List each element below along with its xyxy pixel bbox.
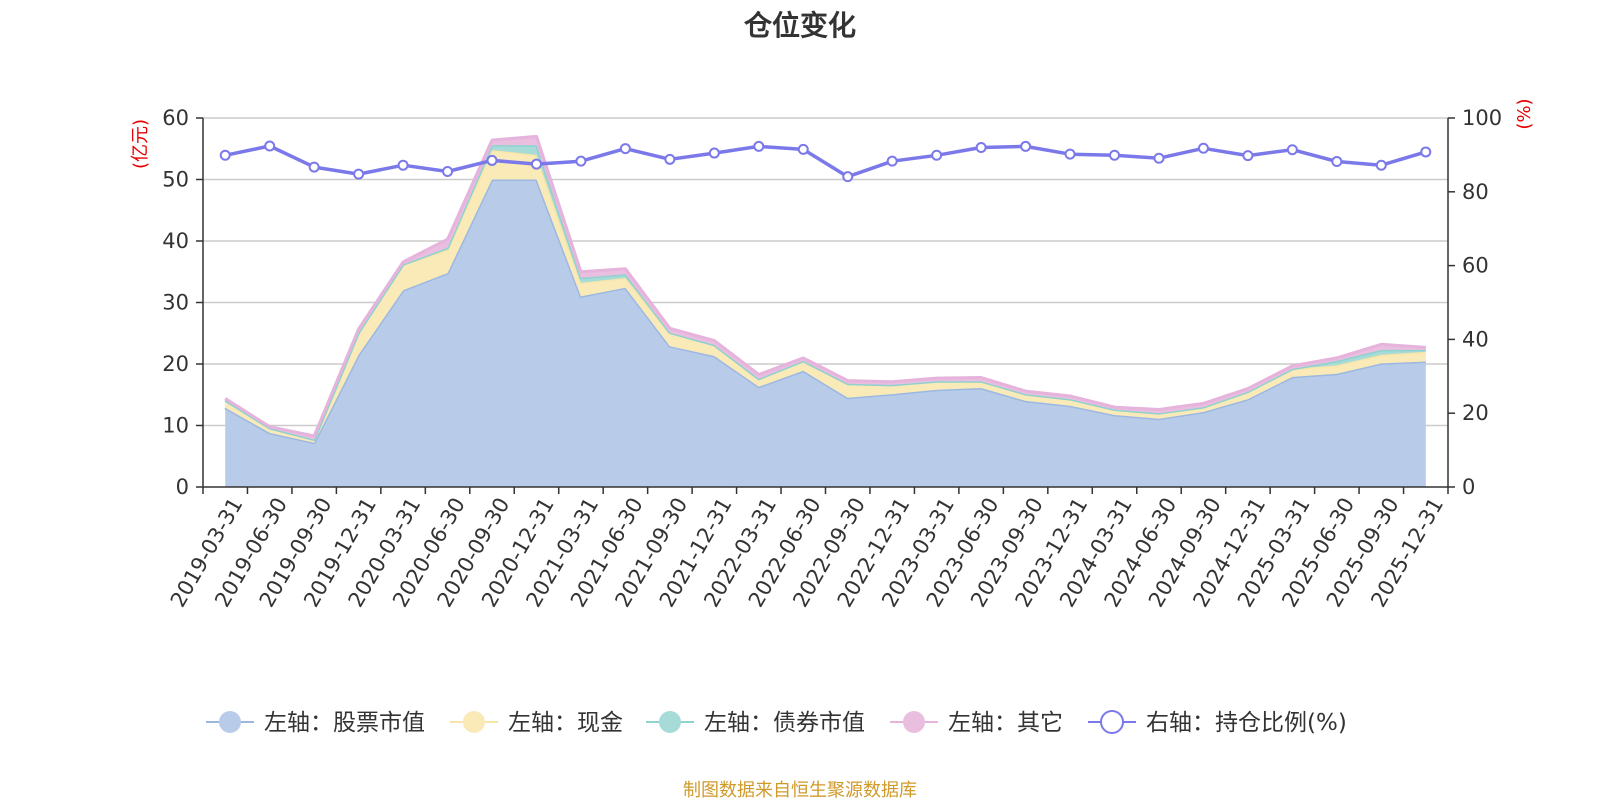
ratio-point bbox=[708, 147, 720, 159]
legend-label: 右轴：持仓比例(%) bbox=[1146, 710, 1347, 736]
left-tick-label: 50 bbox=[162, 168, 189, 192]
ratio-point bbox=[797, 143, 809, 155]
ratio-point bbox=[308, 161, 320, 173]
ratio-line-series bbox=[219, 140, 1432, 183]
right-axis-unit: (%) bbox=[1514, 98, 1535, 129]
area-1 bbox=[225, 179, 1426, 487]
ratio-point bbox=[1020, 140, 1032, 152]
axes bbox=[196, 117, 1455, 494]
legend[interactable]: 左轴：股票市值 左轴：现金 左轴：债券市值 左轴：其它 右轴：持仓比例(%) bbox=[206, 710, 1347, 736]
area-line-4 bbox=[224, 134, 1426, 438]
ratio-point bbox=[619, 143, 631, 155]
ratio-point bbox=[575, 155, 587, 167]
ratio-point bbox=[1153, 152, 1165, 164]
ratio-point bbox=[886, 155, 898, 167]
ratio-point bbox=[353, 168, 365, 180]
ratio-point bbox=[1375, 159, 1387, 171]
legend-marker-icon bbox=[1100, 710, 1124, 734]
ratio-point bbox=[1331, 156, 1343, 168]
legend-item[interactable]: 左轴：现金 bbox=[450, 710, 623, 736]
legend-label: 左轴：其它 bbox=[948, 710, 1063, 736]
legend-marker-icon bbox=[659, 711, 681, 733]
legend-label: 左轴：债券市值 bbox=[704, 710, 865, 736]
legend-item[interactable]: 左轴：股票市值 bbox=[206, 710, 425, 736]
legend-label: 左轴：股票市值 bbox=[264, 710, 425, 736]
ratio-point bbox=[1286, 144, 1298, 156]
ratio-point bbox=[931, 149, 943, 161]
ratio-point bbox=[975, 142, 987, 154]
ratio-point bbox=[842, 171, 854, 183]
ratio-point bbox=[1197, 142, 1209, 154]
ratio-point bbox=[264, 140, 276, 152]
right-tick-label: 0 bbox=[1462, 475, 1475, 499]
legend-item[interactable]: 右轴：持仓比例(%) bbox=[1088, 710, 1347, 736]
data-source-note: 制图数据来自恒生聚源数据库 bbox=[683, 780, 917, 801]
right-tick-label: 20 bbox=[1462, 401, 1489, 425]
ratio-point bbox=[1064, 148, 1076, 160]
tick-labels: 01020304050600204060801002019-03-312019-… bbox=[130, 98, 1535, 611]
legend-marker-icon bbox=[463, 711, 485, 733]
legend-marker-icon bbox=[219, 711, 241, 733]
right-tick-label: 40 bbox=[1462, 327, 1489, 351]
left-tick-label: 60 bbox=[162, 106, 189, 130]
area-2 bbox=[225, 150, 1426, 443]
left-tick-label: 20 bbox=[162, 352, 189, 376]
ratio-point bbox=[442, 166, 454, 178]
ratio-point bbox=[1242, 150, 1254, 162]
right-tick-label: 60 bbox=[1462, 254, 1489, 278]
ratio-point bbox=[1420, 146, 1432, 158]
ratio-point bbox=[219, 149, 231, 161]
left-tick-label: 40 bbox=[162, 229, 189, 253]
chart-title: 仓位变化 bbox=[743, 9, 856, 42]
ratio-line bbox=[224, 144, 1427, 179]
legend-item[interactable]: 左轴：其它 bbox=[890, 710, 1063, 736]
left-tick-label: 0 bbox=[176, 475, 189, 499]
ratio-point bbox=[530, 158, 542, 170]
legend-label: 左轴：现金 bbox=[508, 710, 623, 736]
left-axis-unit: (亿元) bbox=[130, 119, 151, 169]
left-tick-label: 30 bbox=[162, 291, 189, 315]
ratio-point bbox=[1109, 149, 1121, 161]
ratio-point bbox=[664, 153, 676, 165]
stacked-areas bbox=[224, 134, 1426, 487]
ratio-point bbox=[486, 154, 498, 166]
right-tick-label: 80 bbox=[1462, 180, 1489, 204]
legend-marker-icon bbox=[903, 711, 925, 733]
ratio-point bbox=[753, 140, 765, 152]
right-tick-label: 100 bbox=[1462, 106, 1502, 130]
ratio-point bbox=[397, 159, 409, 171]
left-tick-label: 10 bbox=[162, 414, 189, 438]
legend-item[interactable]: 左轴：债券市值 bbox=[646, 710, 865, 736]
